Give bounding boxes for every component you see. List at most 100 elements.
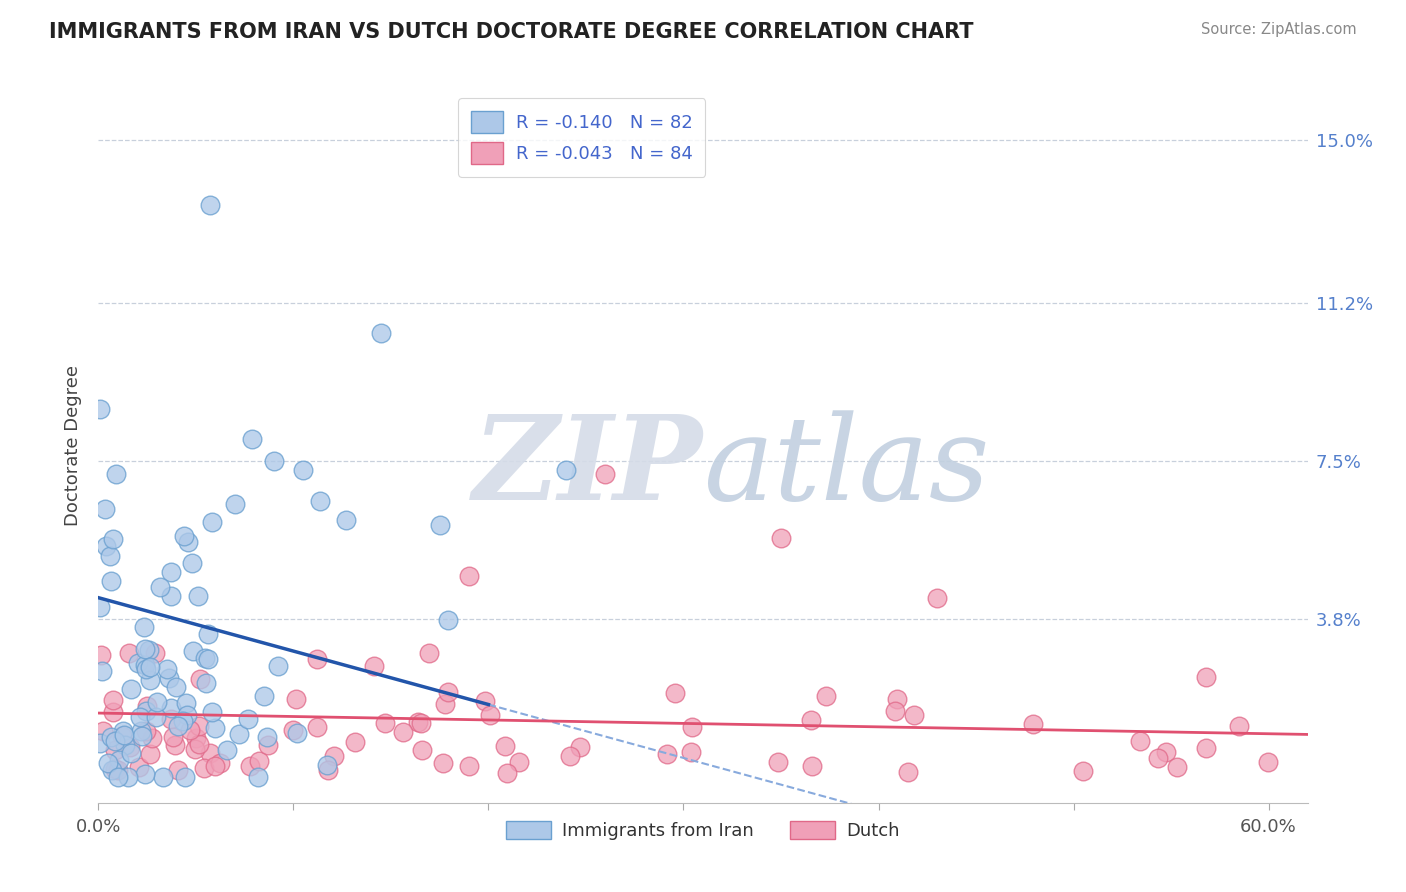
Point [201, 705, 224, 719]
Point [107, 763, 129, 777]
Point [131, 723, 153, 738]
Point [139, 747, 162, 762]
Point [478, 708, 501, 723]
Point [197, 652, 219, 666]
Point [112, 728, 135, 742]
Point [100, 574, 122, 589]
Point [183, 741, 205, 756]
Point [217, 743, 239, 757]
Point [131, 729, 153, 743]
Point [252, 690, 274, 704]
Point [187, 589, 209, 603]
Point [1229, 719, 1251, 733]
Point [801, 759, 824, 773]
Point [190, 673, 212, 687]
Point [138, 643, 160, 657]
Point [136, 699, 159, 714]
Point [134, 766, 156, 780]
Point [90, 648, 112, 663]
Point [104, 467, 127, 482]
Point [108, 753, 131, 767]
Point [177, 534, 200, 549]
Point [134, 620, 156, 634]
Point [363, 658, 385, 673]
Point [135, 704, 157, 718]
Point [94, 502, 117, 516]
Point [194, 650, 217, 665]
Point [664, 686, 686, 700]
Point [94, 539, 117, 553]
Point [174, 696, 197, 710]
Point [104, 743, 127, 757]
Point [236, 712, 259, 726]
Point [411, 742, 433, 756]
Point [494, 739, 516, 753]
Point [263, 454, 285, 468]
Point [118, 646, 141, 660]
Point [187, 737, 209, 751]
Point [186, 731, 208, 746]
Point [1147, 751, 1170, 765]
Point [179, 723, 201, 737]
Point [160, 712, 183, 726]
Point [111, 723, 134, 738]
Point [429, 518, 451, 533]
Point [1071, 764, 1094, 778]
Text: atlas: atlas [703, 410, 990, 524]
Point [103, 762, 125, 776]
Point [1154, 745, 1177, 759]
Point [883, 704, 905, 718]
Point [198, 746, 221, 760]
Point [201, 515, 224, 529]
Point [143, 646, 166, 660]
Point [886, 692, 908, 706]
Point [141, 731, 163, 745]
Point [89, 736, 111, 750]
Point [224, 497, 246, 511]
Point [247, 754, 270, 768]
Point [508, 755, 530, 769]
Point [814, 689, 837, 703]
Point [139, 673, 162, 688]
Point [495, 765, 517, 780]
Point [159, 565, 181, 579]
Point [239, 758, 262, 772]
Point [569, 740, 592, 755]
Point [458, 569, 481, 583]
Point [139, 660, 162, 674]
Text: Source: ZipAtlas.com: Source: ZipAtlas.com [1201, 22, 1357, 37]
Point [595, 467, 617, 481]
Point [145, 710, 167, 724]
Point [117, 770, 139, 784]
Point [172, 714, 194, 728]
Point [897, 764, 920, 779]
Point [91, 665, 114, 679]
Point [165, 739, 187, 753]
Point [436, 685, 458, 699]
Point [104, 734, 127, 748]
Y-axis label: Doctorate Degree: Doctorate Degree [63, 366, 82, 526]
Point [101, 693, 124, 707]
Point [335, 513, 357, 527]
Point [292, 462, 315, 476]
Point [1129, 733, 1152, 747]
Point [925, 591, 948, 605]
Point [134, 657, 156, 672]
Point [285, 726, 308, 740]
Point [315, 758, 337, 772]
Point [769, 531, 792, 545]
Point [194, 676, 217, 690]
Text: IMMIGRANTS FROM IRAN VS DUTCH DOCTORATE DEGREE CORRELATION CHART: IMMIGRANTS FROM IRAN VS DUTCH DOCTORATE … [49, 22, 974, 42]
Point [135, 662, 157, 676]
Point [257, 738, 280, 752]
Point [145, 695, 167, 709]
Point [149, 580, 172, 594]
Point [100, 730, 122, 744]
Point [903, 708, 925, 723]
Point [98, 549, 121, 564]
Point [162, 730, 184, 744]
Point [101, 705, 124, 719]
Point [159, 700, 181, 714]
Point [432, 756, 454, 770]
Point [681, 720, 703, 734]
